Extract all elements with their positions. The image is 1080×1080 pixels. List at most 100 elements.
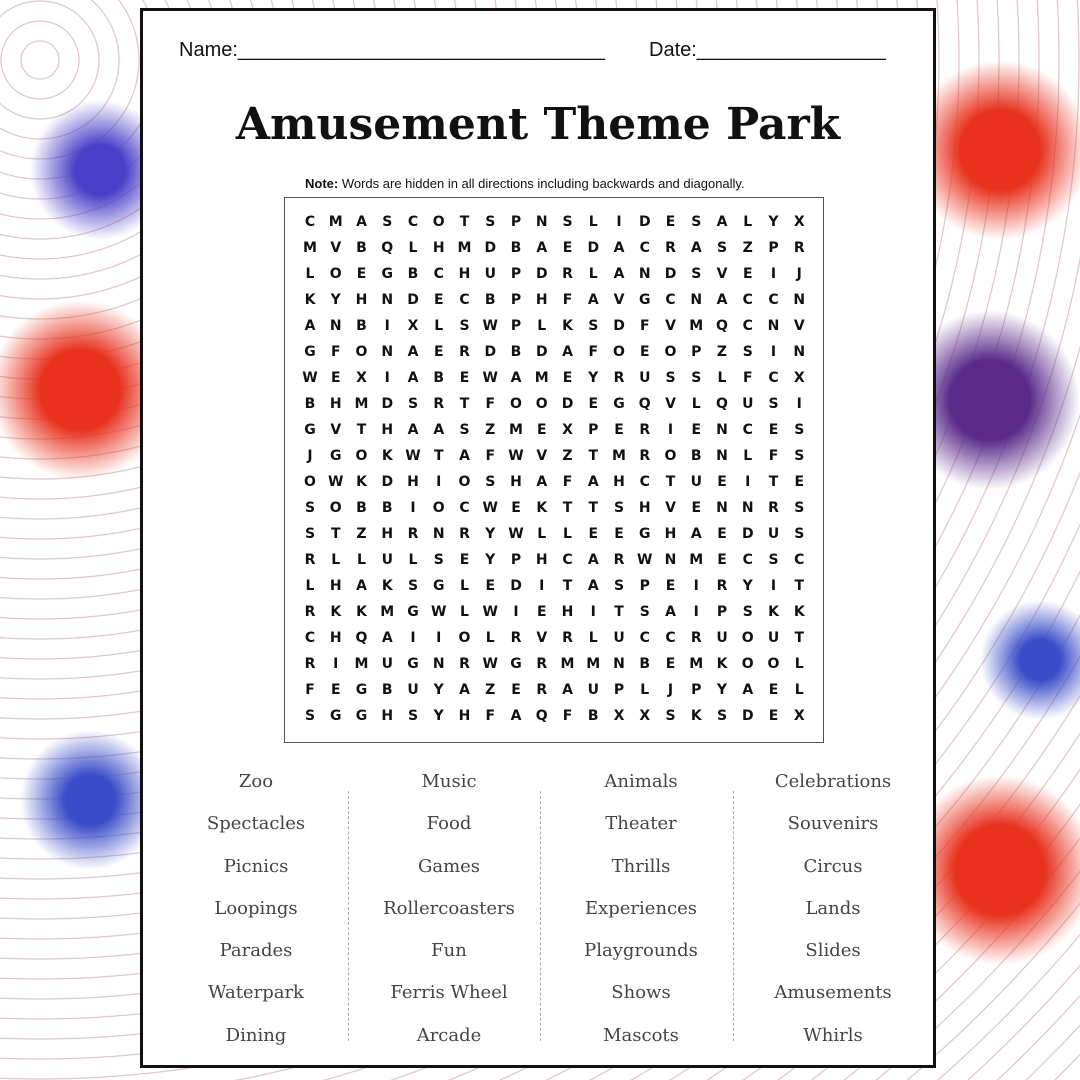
- grid-letter[interactable]: W: [482, 656, 498, 672]
- grid-letter[interactable]: E: [614, 422, 624, 438]
- grid-letter[interactable]: S: [485, 474, 496, 490]
- grid-letter[interactable]: C: [639, 630, 650, 646]
- date-field[interactable]: Date:_________________: [649, 39, 886, 61]
- grid-letter[interactable]: A: [665, 604, 676, 620]
- grid-letter[interactable]: G: [407, 656, 419, 672]
- grid-letter[interactable]: L: [794, 682, 804, 698]
- grid-letter[interactable]: Y: [742, 578, 753, 594]
- grid-letter[interactable]: Z: [485, 682, 496, 698]
- grid-letter[interactable]: V: [665, 318, 676, 334]
- grid-letter[interactable]: H: [407, 474, 419, 490]
- grid-letter[interactable]: N: [381, 292, 394, 308]
- grid-letter[interactable]: L: [485, 630, 495, 646]
- grid-letter[interactable]: H: [432, 240, 445, 256]
- grid-letter[interactable]: P: [510, 292, 522, 308]
- grid-letter[interactable]: R: [716, 578, 728, 594]
- grid-letter[interactable]: J: [796, 266, 802, 282]
- grid-letter[interactable]: L: [460, 578, 469, 594]
- grid-letter[interactable]: B: [484, 292, 496, 308]
- grid-letter[interactable]: B: [381, 500, 393, 516]
- grid-letter[interactable]: A: [510, 370, 522, 386]
- grid-letter[interactable]: E: [459, 552, 470, 568]
- grid-letter[interactable]: C: [742, 422, 753, 438]
- grid-letter[interactable]: C: [665, 292, 676, 308]
- grid-letter[interactable]: Q: [716, 396, 728, 412]
- grid-letter[interactable]: D: [535, 266, 548, 282]
- grid-letter[interactable]: A: [459, 448, 470, 464]
- grid-letter[interactable]: E: [330, 370, 341, 386]
- grid-letter[interactable]: D: [561, 396, 574, 412]
- grid-letter[interactable]: I: [770, 266, 777, 282]
- grid-letter[interactable]: F: [330, 344, 341, 360]
- grid-letter[interactable]: N: [690, 292, 703, 308]
- grid-letter[interactable]: D: [484, 240, 497, 256]
- grid-letter[interactable]: L: [305, 578, 315, 594]
- grid-letter[interactable]: A: [716, 292, 728, 308]
- grid-letter[interactable]: D: [587, 240, 600, 256]
- grid-letter[interactable]: W: [637, 552, 653, 568]
- grid-letter[interactable]: D: [510, 578, 522, 594]
- grid-letter[interactable]: A: [587, 292, 599, 308]
- grid-letter[interactable]: V: [330, 240, 342, 256]
- grid-letter[interactable]: V: [613, 292, 625, 308]
- grid-letter[interactable]: K: [793, 604, 805, 620]
- grid-letter[interactable]: L: [357, 552, 366, 568]
- grid-letter[interactable]: O: [741, 656, 754, 672]
- grid-letter[interactable]: R: [433, 396, 445, 412]
- grid-letter[interactable]: O: [458, 474, 471, 490]
- grid-letter[interactable]: Q: [535, 708, 548, 724]
- grid-letter[interactable]: C: [639, 474, 650, 490]
- grid-letter[interactable]: R: [459, 656, 470, 672]
- grid-letter[interactable]: S: [407, 708, 419, 724]
- grid-letter[interactable]: O: [535, 396, 548, 412]
- grid-letter[interactable]: H: [381, 708, 394, 724]
- grid-letter[interactable]: Z: [485, 422, 496, 438]
- grid-letter[interactable]: C: [459, 292, 470, 308]
- grid-letter[interactable]: R: [793, 240, 805, 256]
- grid-letter[interactable]: C: [742, 552, 753, 568]
- grid-letter[interactable]: S: [459, 422, 470, 438]
- grid-letter[interactable]: Y: [485, 526, 496, 542]
- grid-letter[interactable]: U: [742, 396, 754, 412]
- grid-letter[interactable]: V: [665, 500, 676, 516]
- grid-letter[interactable]: W: [431, 604, 447, 620]
- grid-letter[interactable]: L: [408, 240, 418, 256]
- grid-letter[interactable]: E: [536, 604, 547, 620]
- grid-letter[interactable]: M: [328, 214, 343, 230]
- name-field[interactable]: Name:_________________________________: [179, 39, 605, 61]
- grid-letter[interactable]: E: [768, 422, 779, 438]
- grid-letter[interactable]: N: [535, 214, 548, 230]
- grid-letter[interactable]: S: [716, 708, 728, 724]
- grid-letter[interactable]: S: [794, 526, 805, 542]
- grid-letter[interactable]: Y: [485, 552, 496, 568]
- grid-letter[interactable]: Z: [356, 526, 367, 542]
- grid-letter[interactable]: M: [534, 370, 549, 386]
- grid-letter[interactable]: T: [614, 604, 624, 620]
- grid-letter[interactable]: A: [356, 214, 367, 230]
- grid-letter[interactable]: K: [536, 500, 548, 516]
- grid-letter[interactable]: A: [381, 630, 393, 646]
- grid-letter[interactable]: H: [638, 500, 651, 516]
- grid-letter[interactable]: R: [304, 604, 316, 620]
- grid-letter[interactable]: G: [304, 422, 316, 438]
- grid-letter[interactable]: H: [510, 474, 522, 490]
- grid-letter[interactable]: I: [667, 422, 674, 438]
- grid-letter[interactable]: M: [560, 656, 575, 672]
- grid-letter[interactable]: E: [768, 682, 779, 698]
- grid-letter[interactable]: M: [689, 552, 704, 568]
- grid-letter[interactable]: G: [639, 292, 651, 308]
- grid-letter[interactable]: R: [562, 630, 573, 646]
- grid-letter[interactable]: N: [793, 344, 806, 360]
- grid-letter[interactable]: L: [588, 266, 598, 282]
- grid-letter[interactable]: J: [667, 682, 674, 698]
- grid-letter[interactable]: K: [381, 578, 393, 594]
- grid-letter[interactable]: G: [510, 656, 522, 672]
- grid-letter[interactable]: I: [770, 578, 777, 594]
- grid-letter[interactable]: E: [665, 578, 676, 594]
- grid-letter[interactable]: I: [410, 630, 416, 646]
- grid-letter[interactable]: U: [587, 682, 599, 698]
- grid-letter[interactable]: X: [407, 318, 419, 334]
- grid-letter[interactable]: N: [613, 656, 625, 672]
- grid-letter[interactable]: F: [562, 474, 573, 490]
- grid-letter[interactable]: D: [741, 526, 754, 542]
